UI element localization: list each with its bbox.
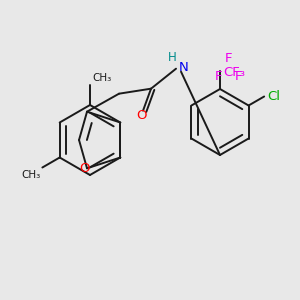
Text: CH₃: CH₃ bbox=[21, 169, 40, 179]
Text: F: F bbox=[214, 70, 222, 83]
Text: CF₃: CF₃ bbox=[223, 65, 245, 79]
Text: Cl: Cl bbox=[267, 90, 280, 103]
Text: N: N bbox=[179, 61, 189, 74]
Text: F: F bbox=[234, 70, 242, 83]
Text: O: O bbox=[79, 162, 89, 175]
Text: O: O bbox=[136, 109, 146, 122]
Text: CH₃: CH₃ bbox=[92, 73, 111, 83]
Text: H: H bbox=[168, 51, 176, 64]
Text: F: F bbox=[224, 52, 232, 65]
